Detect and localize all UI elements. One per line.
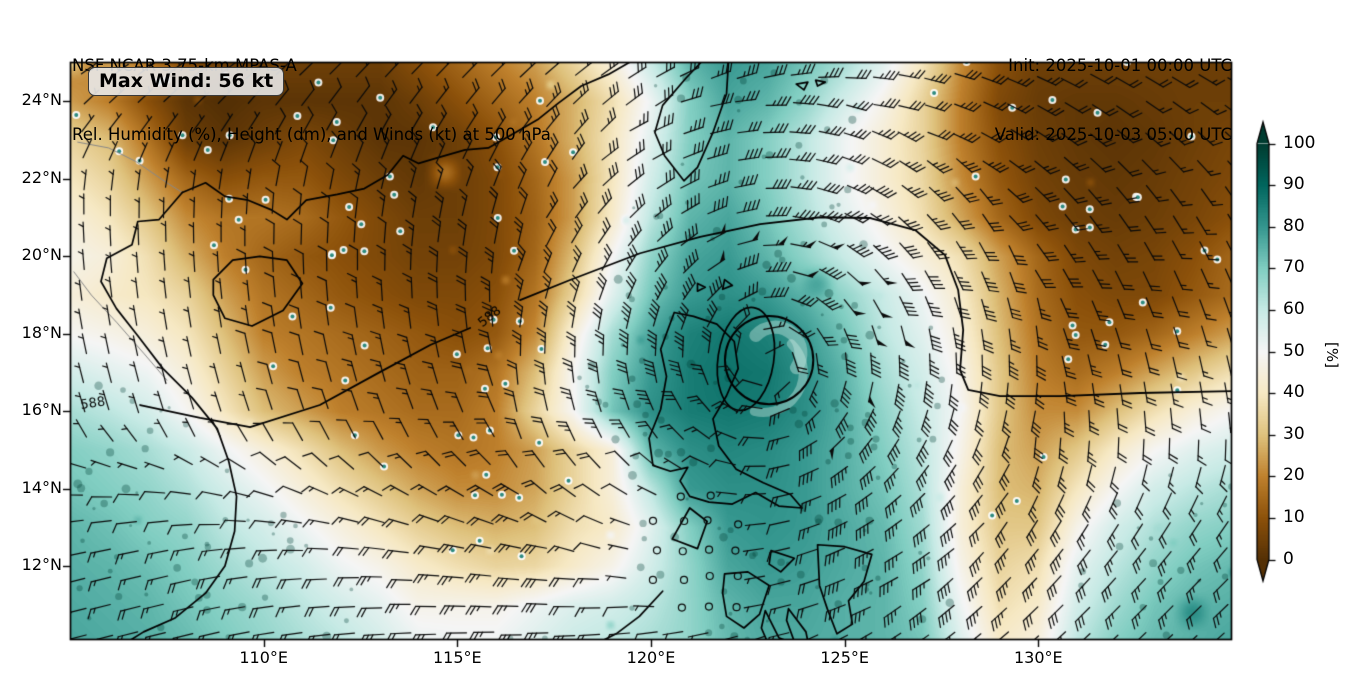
- lon-tick-label: 120°E: [626, 648, 676, 667]
- lon-tick-label: 115°E: [433, 648, 482, 667]
- colorbar-tick-label: 30: [1283, 423, 1305, 444]
- lat-tick-label: 12°N: [21, 555, 62, 575]
- time-block: Init: 2025-10-01 00:00 UTC Valid: 2025-1…: [995, 8, 1232, 192]
- lat-tick-label: 22°N: [21, 167, 62, 187]
- colorbar-tick-label: 80: [1283, 215, 1305, 236]
- max-wind-badge: Max Wind: 56 kt: [88, 67, 285, 96]
- lat-tick-label: 20°N: [21, 245, 62, 265]
- valid-time: Valid: 2025-10-03 05:00 UTC: [994, 125, 1232, 144]
- lat-tick-label: 16°N: [21, 400, 62, 420]
- lon-tick-label: 110°E: [239, 648, 288, 667]
- colorbar-tick-label: 0: [1283, 548, 1294, 569]
- colorbar-tick-label: 10: [1283, 506, 1305, 527]
- colorbar-tick-label: 100: [1283, 132, 1316, 153]
- lat-tick-label: 14°N: [21, 477, 62, 497]
- title-block: NSF NCAR 3.75-km MPAS-A Rel. Humidity (%…: [72, 8, 551, 192]
- lat-tick-label: 24°N: [21, 90, 62, 110]
- lat-tick-label: 18°N: [21, 322, 62, 342]
- colorbar-tick-label: 40: [1283, 382, 1305, 403]
- colorbar-unit-label: [%]: [1323, 342, 1341, 368]
- init-time: Init: 2025-10-01 00:00 UTC: [1008, 56, 1232, 75]
- colorbar-tick-label: 70: [1283, 257, 1305, 278]
- field-title: Rel. Humidity (%), Height (dm), and Wind…: [72, 125, 551, 144]
- lon-tick-label: 125°E: [820, 648, 869, 667]
- colorbar-tick-label: 20: [1283, 465, 1305, 486]
- colorbar-tick-label: 50: [1283, 340, 1305, 361]
- lon-tick-label: 130°E: [1014, 648, 1063, 667]
- colorbar-tick-label: 60: [1283, 298, 1305, 319]
- colorbar-tick-label: 90: [1283, 174, 1305, 195]
